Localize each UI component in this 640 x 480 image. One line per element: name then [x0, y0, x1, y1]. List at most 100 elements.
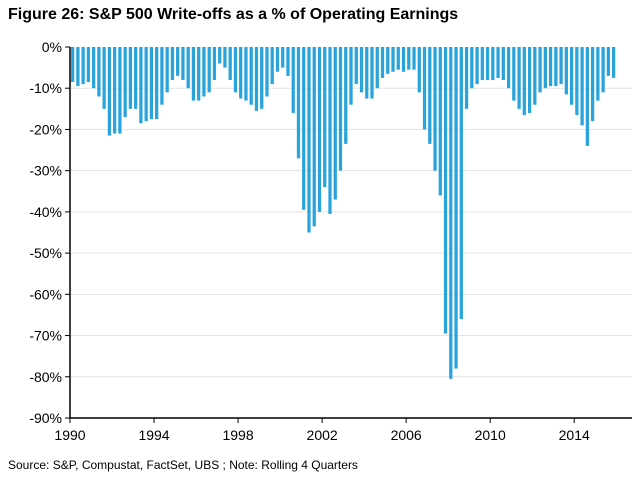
- bar: [407, 47, 411, 70]
- bar: [86, 47, 91, 83]
- bar: [113, 47, 117, 134]
- bar: [118, 47, 122, 134]
- bar: [559, 47, 563, 85]
- y-tick-label: -60%: [29, 286, 62, 302]
- y-tick-label: -70%: [29, 328, 62, 344]
- x-tick-label: 1998: [222, 427, 253, 443]
- bar: [454, 47, 458, 369]
- bar: [491, 47, 495, 80]
- bar: [302, 47, 306, 210]
- gridlines: [70, 87, 632, 378]
- bar: [533, 47, 537, 105]
- bar: [522, 47, 526, 116]
- y-tick-label: -90%: [29, 410, 62, 426]
- bar: [107, 47, 112, 136]
- bar: [165, 47, 169, 93]
- bar: [149, 47, 154, 120]
- bar: [70, 47, 75, 83]
- bar: [386, 47, 390, 74]
- bar: [270, 47, 274, 85]
- bar: [260, 47, 264, 109]
- bar: [506, 47, 511, 89]
- y-tick-label: -40%: [29, 204, 62, 220]
- bar: [501, 47, 505, 80]
- bar: [585, 47, 589, 146]
- bar: [333, 47, 337, 200]
- x-tick-label: 2010: [475, 427, 506, 443]
- bar: [128, 47, 133, 109]
- y-tick-label: -80%: [29, 369, 62, 385]
- x-tick-label: 2014: [559, 427, 590, 443]
- bar: [338, 47, 343, 171]
- y-tick-label: -10%: [29, 80, 62, 96]
- bar: [428, 47, 432, 144]
- bar: [527, 47, 532, 113]
- x-tick-label: 2002: [307, 427, 338, 443]
- bar: [76, 47, 80, 87]
- bar: [485, 47, 490, 80]
- bar: [97, 47, 101, 97]
- bar: [328, 47, 332, 214]
- bar: [359, 47, 364, 93]
- source-note: Source: S&P, Compustat, FactSet, UBS ; N…: [8, 458, 358, 472]
- bar: [422, 47, 427, 130]
- bar: [218, 47, 222, 64]
- bar: [538, 47, 542, 93]
- bar: [291, 47, 295, 113]
- y-tick-label: -20%: [29, 121, 62, 137]
- bar: [202, 47, 206, 97]
- bar: [391, 47, 395, 72]
- bar: [517, 47, 521, 109]
- bar: [123, 47, 127, 118]
- bar: [92, 47, 96, 89]
- bar: [286, 47, 290, 76]
- bar: [370, 47, 374, 99]
- y-tick-label: -30%: [29, 163, 62, 179]
- bar: [181, 47, 185, 80]
- bar: [228, 47, 232, 80]
- bar: [349, 47, 353, 105]
- bar: [564, 47, 568, 95]
- bar: [144, 47, 148, 122]
- bar: [254, 47, 259, 111]
- bar: [443, 47, 448, 334]
- bar: [170, 47, 175, 80]
- bar: [606, 47, 610, 76]
- bar: [191, 47, 196, 101]
- bar: [160, 47, 164, 105]
- bar: [81, 47, 85, 85]
- bar: [186, 47, 190, 89]
- bar: [102, 47, 106, 109]
- bar: [601, 47, 605, 93]
- bar: [212, 47, 217, 80]
- bar: [417, 47, 421, 93]
- bar: [438, 47, 442, 196]
- bar: [590, 47, 595, 122]
- bar: [401, 47, 406, 72]
- bar: [134, 47, 138, 109]
- x-tick-label: 2006: [391, 427, 422, 443]
- bar: [548, 47, 553, 87]
- bar: [449, 47, 453, 379]
- bar: [233, 47, 238, 93]
- x-axis: 1990 1994 1998 2002 2006 2010 2014: [54, 418, 590, 443]
- bar: [433, 47, 437, 171]
- bar: [223, 47, 227, 68]
- bar: [375, 47, 379, 89]
- bar: [317, 47, 322, 212]
- bar: [365, 47, 369, 99]
- bar: [307, 47, 311, 233]
- bar: [139, 47, 143, 124]
- bar: [312, 47, 316, 227]
- bar: [554, 47, 558, 87]
- bar: [596, 47, 600, 101]
- bar: [281, 47, 285, 68]
- bar: [207, 47, 211, 93]
- bar: [396, 47, 400, 70]
- bar: [155, 47, 159, 120]
- bar: [344, 47, 348, 144]
- bar: [475, 47, 479, 85]
- x-tick-label: 1990: [54, 427, 85, 443]
- chart-title: Figure 26: S&P 500 Write-offs as a % of …: [8, 6, 459, 23]
- bar: [239, 47, 243, 99]
